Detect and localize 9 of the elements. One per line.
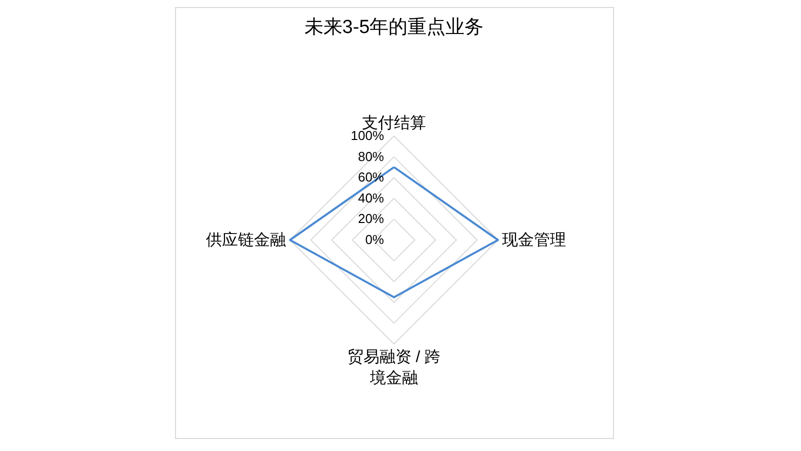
y-tick-label: 0% (365, 232, 384, 247)
y-tick-label: 80% (358, 148, 384, 164)
spoke-label: 现金管理 (502, 232, 566, 249)
y-tick-label: 40% (358, 190, 384, 206)
chart-title: 未来3-5年的重点业务 (304, 17, 484, 38)
spoke-label: 支付结算 (362, 114, 426, 132)
spoke-label: 贸易融资 / 跨境金融 (347, 348, 441, 387)
y-tick-label: 20% (358, 211, 384, 226)
spoke-label: 供应链金融 (206, 231, 286, 249)
